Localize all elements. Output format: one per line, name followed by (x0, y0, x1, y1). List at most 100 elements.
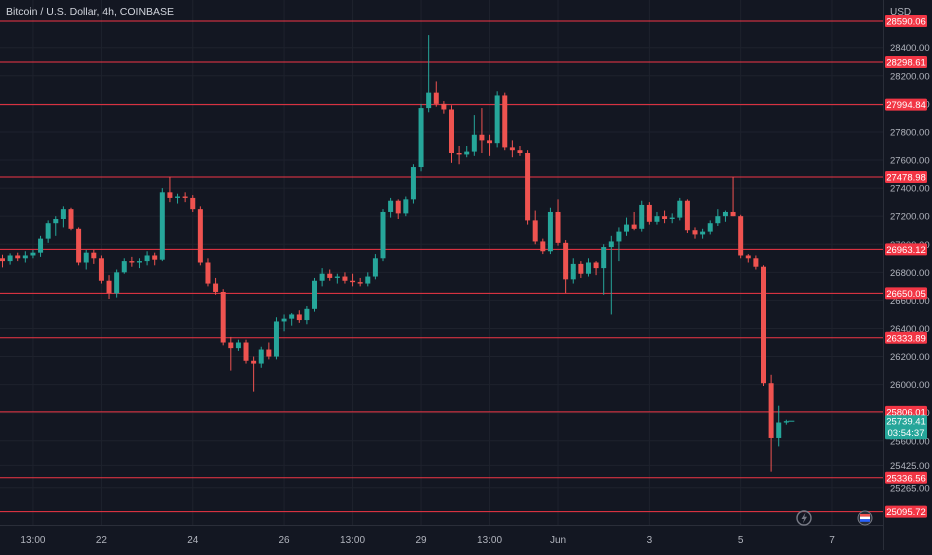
candle-body (190, 197, 196, 210)
candle-body (677, 200, 683, 218)
time-tick-label: 24 (187, 535, 199, 546)
level-price-label: 25806.01 (886, 407, 926, 418)
price-tick-label: 25600.00 (890, 436, 930, 447)
candle-body (707, 223, 713, 232)
candle-body (235, 342, 241, 349)
price-tick-label: 26800.00 (890, 268, 930, 279)
candle-body (266, 349, 272, 357)
candle-body (441, 103, 447, 110)
candle-body (91, 252, 97, 259)
candle-body (395, 200, 401, 214)
price-tick-label: 25425.00 (890, 461, 930, 472)
level-price-badge[interactable] (885, 171, 927, 184)
price-tick-label: 26000.00 (890, 380, 930, 391)
level-price-badge[interactable] (885, 15, 927, 28)
candle-body (745, 255, 751, 259)
level-price-badge[interactable] (885, 505, 927, 518)
candle-body (350, 280, 356, 283)
candle-body (327, 273, 333, 278)
candle-body (593, 262, 599, 269)
candle-body (182, 196, 188, 198)
candle-body (479, 134, 485, 141)
candle-body (159, 192, 165, 260)
price-axis[interactable]: 25265.0025425.0025600.0025800.0026000.00… (883, 0, 930, 550)
lightning-icon[interactable] (796, 510, 812, 526)
candle-body (578, 263, 584, 274)
level-price-badge[interactable] (885, 331, 927, 344)
last-price-badge[interactable] (885, 415, 927, 440)
candle-body (410, 167, 416, 200)
candle-body (761, 266, 766, 384)
candle-body (76, 228, 82, 263)
time-tick-label: 29 (415, 535, 427, 546)
level-price-badge[interactable] (885, 471, 927, 484)
level-price-label: 28298.61 (886, 57, 926, 68)
candle-body (22, 255, 28, 259)
candle-body (30, 252, 36, 256)
candle-body (243, 342, 249, 361)
candle-body (540, 241, 546, 252)
candle-body (563, 242, 569, 280)
level-price-badge[interactable] (885, 243, 927, 256)
candle-body (251, 360, 257, 364)
candle-body (38, 238, 44, 253)
candle-body (631, 224, 637, 229)
candle-body (114, 272, 120, 294)
price-tick-label: 27600.00 (890, 156, 930, 167)
level-price-label: 26333.89 (886, 333, 926, 344)
level-price-label: 27994.84 (886, 100, 926, 111)
currency-label: USD (890, 7, 911, 18)
candle-body (136, 261, 142, 263)
flag-icon[interactable] (857, 510, 873, 526)
candle-body (372, 258, 378, 277)
candle-body (197, 209, 203, 263)
candle-body (639, 204, 645, 229)
candle-body (692, 230, 698, 235)
level-price-badge[interactable] (885, 405, 927, 418)
candle-body (471, 134, 477, 152)
candle-body (281, 318, 287, 322)
price-tick-label: 26200.00 (890, 352, 930, 363)
level-price-badge[interactable] (885, 287, 927, 300)
candle-body (152, 255, 158, 260)
time-tick-label: 7 (829, 535, 835, 546)
candle-body (730, 211, 736, 217)
level-price-label: 27478.98 (886, 173, 926, 184)
candle-body (220, 291, 226, 343)
candle-body (448, 109, 454, 154)
bar-countdown-label: 03:54:37 (888, 428, 925, 439)
candle-body (121, 261, 127, 273)
time-tick-label: 26 (279, 535, 291, 546)
candle-body (487, 140, 493, 144)
level-price-badge[interactable] (885, 98, 927, 111)
candle-body (509, 147, 515, 151)
level-price-badge[interactable] (885, 55, 927, 68)
level-price-label: 28590.06 (886, 17, 926, 28)
candle-body (700, 231, 706, 235)
candle-body (357, 282, 363, 284)
candle-body (601, 247, 607, 269)
symbol-title[interactable]: Bitcoin / U.S. Dollar, 4h, COINBASE (6, 6, 174, 18)
time-axis[interactable]: 13:00 22 24 26 13:00 29 13:00 Jun 3 5 7 (0, 525, 883, 547)
candle-body (0, 258, 5, 262)
time-tick-label: 5 (738, 535, 744, 546)
price-tick-label: 27400.00 (890, 184, 930, 195)
price-tick-label: 26400.00 (890, 324, 930, 335)
candle-body (585, 262, 591, 274)
candle-body (144, 255, 150, 262)
horizontal-levels[interactable] (0, 20, 883, 513)
candle-body (426, 92, 432, 109)
candle-body (273, 321, 279, 357)
candle-body (616, 231, 622, 242)
candle-body (15, 255, 21, 259)
candle-body (403, 199, 409, 214)
candle-body (175, 196, 181, 198)
candle-body (555, 211, 561, 243)
candle-body (776, 422, 782, 438)
time-tick-label: 13:00 (20, 535, 45, 546)
time-tick-label: Jun (550, 535, 566, 546)
candle-body (662, 216, 668, 219)
candle-body (98, 258, 104, 281)
